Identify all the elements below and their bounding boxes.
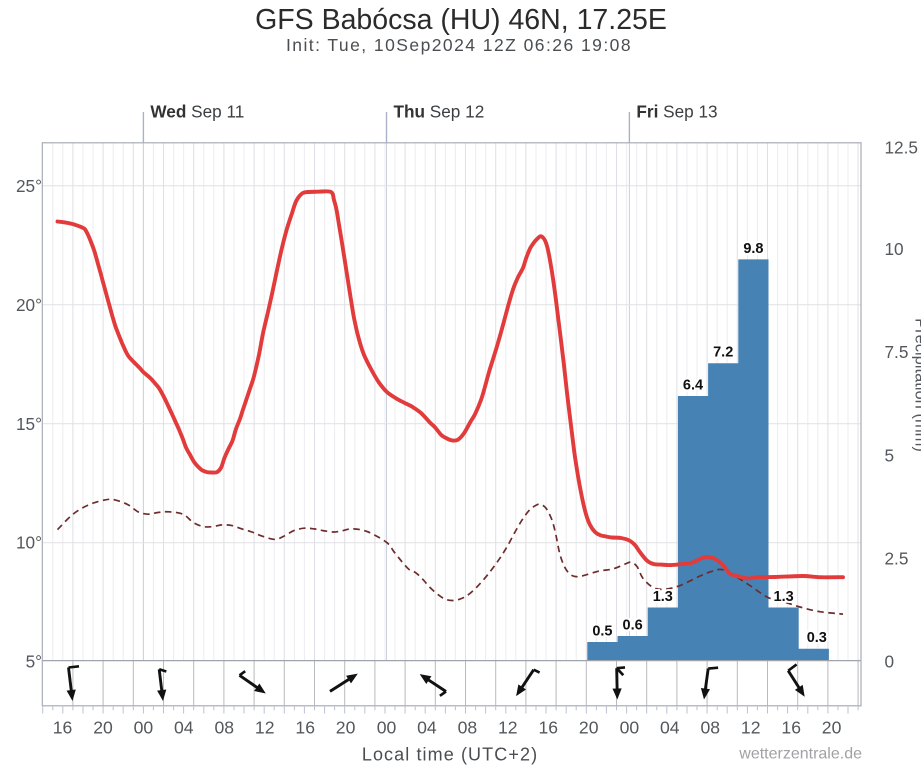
svg-text:0.5: 0.5	[592, 624, 612, 640]
svg-text:Wed Sep 11: Wed Sep 11	[150, 102, 244, 122]
svg-text:5°: 5°	[26, 652, 42, 672]
svg-text:5: 5	[885, 445, 895, 465]
svg-text:wetterzentrale.de: wetterzentrale.de	[738, 746, 862, 763]
svg-text:00: 00	[377, 718, 397, 738]
svg-text:GFS Babócsa (HU) 46N, 17.25E: GFS Babócsa (HU) 46N, 17.25E	[255, 4, 667, 36]
svg-text:12: 12	[498, 718, 518, 738]
svg-text:08: 08	[458, 718, 478, 738]
svg-text:Init: Tue, 10Sep2024 12Z 06:26: Init: Tue, 10Sep2024 12Z 06:26 19:08	[286, 35, 632, 55]
svg-text:7.2: 7.2	[713, 345, 733, 361]
svg-text:20°: 20°	[16, 295, 42, 315]
svg-text:04: 04	[417, 718, 437, 738]
svg-text:10: 10	[885, 239, 904, 259]
svg-text:Fri Sep 13: Fri Sep 13	[636, 102, 717, 122]
svg-text:00: 00	[620, 718, 640, 738]
svg-text:08: 08	[701, 718, 721, 738]
svg-text:25°: 25°	[16, 176, 42, 196]
svg-text:04: 04	[174, 718, 194, 738]
svg-text:12: 12	[255, 718, 275, 738]
svg-text:2.5: 2.5	[885, 548, 909, 568]
svg-text:00: 00	[134, 718, 154, 738]
svg-text:Thu Sep 12: Thu Sep 12	[394, 102, 485, 122]
svg-text:08: 08	[215, 718, 235, 738]
svg-text:10°: 10°	[16, 533, 42, 553]
svg-text:Precipitation (mm): Precipitation (mm)	[912, 318, 921, 452]
svg-text:12.5: 12.5	[885, 138, 918, 158]
svg-text:Local time (UTC+2): Local time (UTC+2)	[362, 745, 538, 765]
svg-text:1.3: 1.3	[653, 589, 673, 605]
svg-text:16: 16	[295, 718, 315, 738]
svg-text:0.6: 0.6	[623, 618, 643, 634]
svg-text:12: 12	[741, 718, 761, 738]
svg-text:20: 20	[579, 718, 599, 738]
svg-text:16: 16	[53, 718, 73, 738]
svg-text:16: 16	[781, 718, 801, 738]
svg-text:20: 20	[93, 718, 113, 738]
svg-text:0: 0	[885, 651, 895, 671]
svg-text:20: 20	[822, 718, 842, 738]
svg-text:04: 04	[660, 718, 680, 738]
svg-text:15°: 15°	[16, 414, 42, 434]
svg-text:9.8: 9.8	[743, 241, 763, 257]
svg-text:7.5: 7.5	[885, 342, 909, 362]
svg-text:6.4: 6.4	[683, 378, 703, 394]
svg-text:1.3: 1.3	[774, 589, 794, 605]
svg-text:16: 16	[539, 718, 559, 738]
svg-text:0.3: 0.3	[807, 630, 827, 646]
svg-text:20: 20	[336, 718, 356, 738]
